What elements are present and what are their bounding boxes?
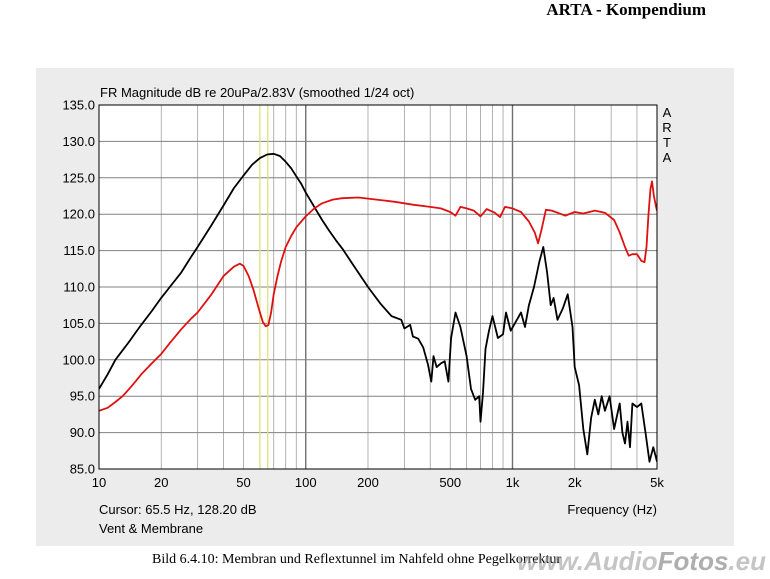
x-tick-label: 500	[439, 475, 461, 490]
figure-caption: Bild 6.4.10: Membran und Reflextunnel im…	[152, 552, 562, 567]
x-tick-label: 200	[357, 475, 379, 490]
x-tick-labels: 10 20 50 100 200 500 1k 2k 5k	[92, 475, 665, 490]
series-line-red	[99, 180, 657, 412]
watermark: www.AudioFotos.eu	[517, 546, 766, 577]
y-tick-label: 90.0	[70, 425, 95, 440]
y-tick-label: 130.0	[62, 134, 95, 149]
cursor-readout: Cursor: 65.5 Hz, 128.20 dB	[99, 502, 257, 517]
y-tick-label: 135.0	[62, 98, 95, 113]
series-line-black	[99, 152, 657, 463]
arta-brand-letter: T	[663, 135, 671, 150]
x-axis-label: Frequency (Hz)	[567, 502, 657, 517]
y-tick-label: 115.0	[63, 243, 95, 258]
watermark-part3: .eu	[728, 546, 766, 576]
x-tick-label: 100	[295, 475, 317, 490]
major-gridlines	[99, 105, 657, 469]
x-tick-label: 1k	[506, 475, 520, 490]
document-header: ARTA - Kompendium	[546, 0, 706, 19]
watermark-part2: Fotos	[657, 546, 729, 576]
y-tick-label: 120.0	[62, 207, 95, 222]
legend-label: Vent & Membrane	[99, 521, 203, 536]
x-tick-label: 5k	[650, 475, 664, 490]
series-layer	[99, 152, 657, 463]
y-tick-label: 125.0	[62, 170, 95, 185]
plot-panel: 135.0 130.0 125.0 120.0 115.0 110.0 105.0 100.0…	[36, 68, 734, 546]
y-tick-label: 105.0	[62, 316, 95, 331]
y-tick-label: 100.0	[62, 352, 95, 367]
y-tick-label: 110.0	[63, 280, 95, 295]
chart-title: FR Magnitude dB re 20uPa/2.83V (smoothed…	[100, 85, 414, 100]
y-tick-labels: 135.0 130.0 125.0 120.0 115.0 110.0 105.0 100.0…	[62, 98, 95, 477]
y-tick-label: 85.0	[70, 462, 95, 477]
watermark-part1: www.Audio	[517, 546, 658, 576]
x-tick-label: 50	[236, 475, 250, 490]
arta-brand-letter: A	[663, 105, 672, 120]
x-tick-label: 10	[92, 475, 106, 490]
cursor-lines	[259, 105, 269, 469]
x-tick-label: 2k	[568, 475, 582, 490]
arta-brand-letter: R	[662, 120, 671, 135]
frequency-response-chart: 135.0 130.0 125.0 120.0 115.0 110.0 105.0 100.0…	[62, 85, 671, 536]
arta-brand-label: ARTA	[662, 105, 671, 165]
arta-brand-letter: A	[663, 150, 672, 165]
x-tick-label: 20	[154, 475, 168, 490]
y-tick-label: 95.0	[70, 389, 95, 404]
